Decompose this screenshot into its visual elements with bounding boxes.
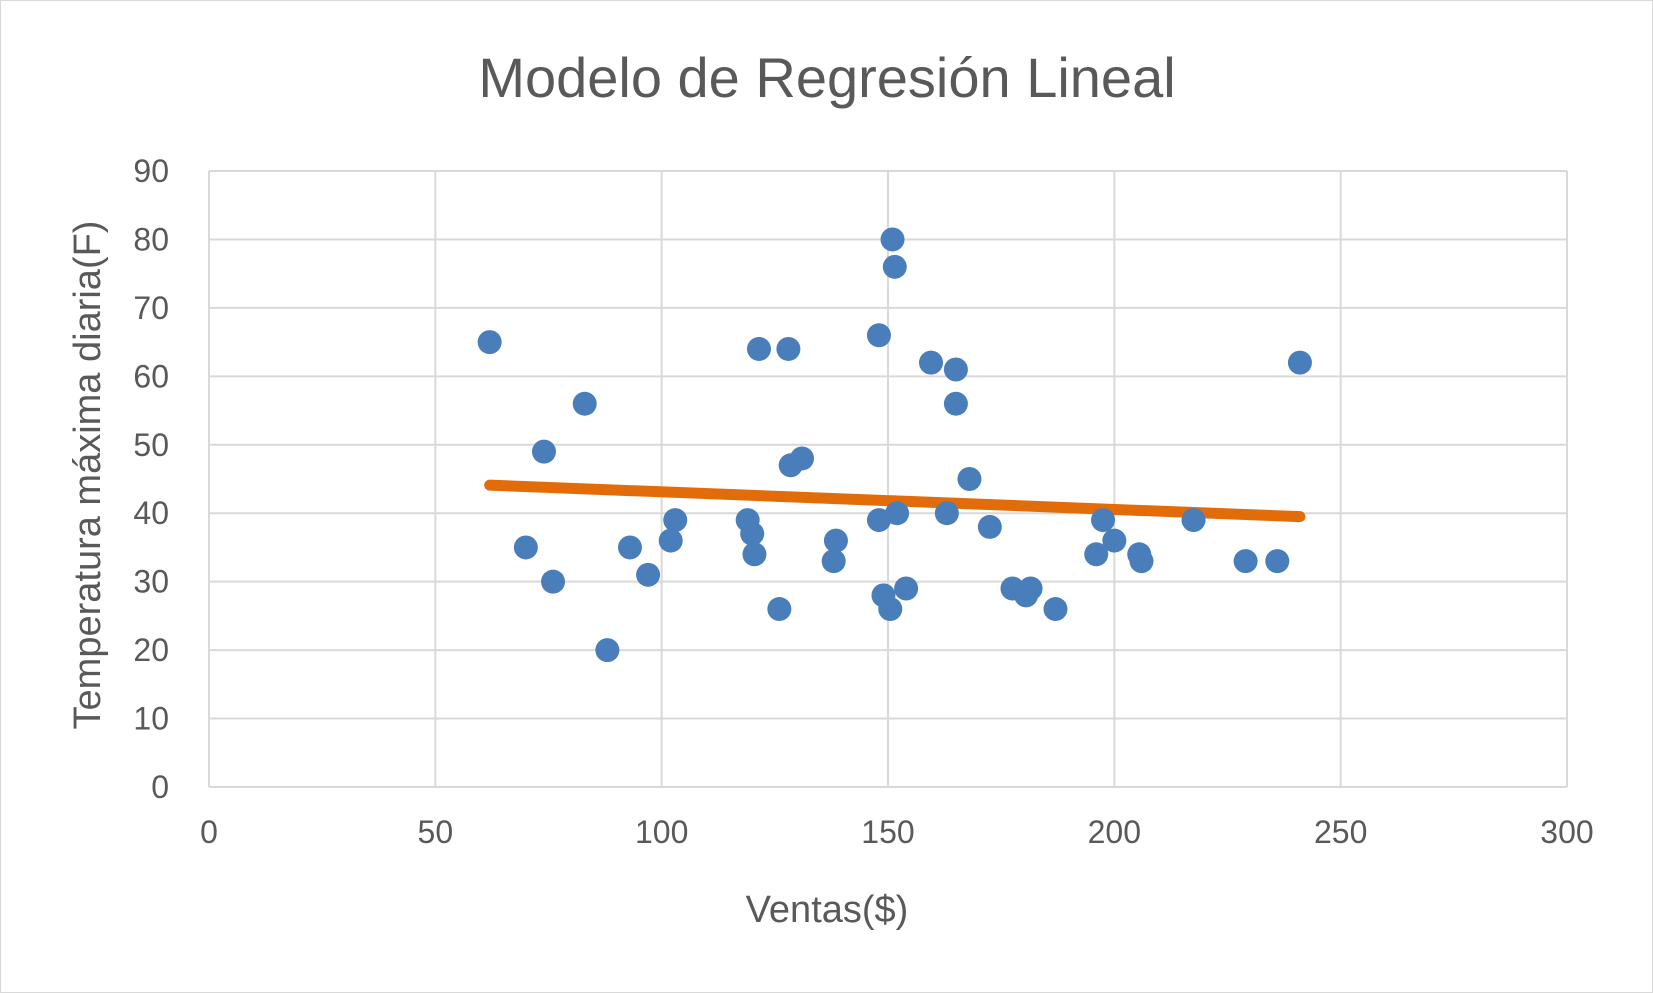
data-point xyxy=(1091,508,1116,533)
x-tick-label: 200 xyxy=(1088,814,1141,850)
y-tick-label: 30 xyxy=(133,564,169,600)
y-tick-label: 50 xyxy=(133,427,169,463)
data-point xyxy=(880,227,905,252)
data-point xyxy=(776,336,801,361)
data-points xyxy=(477,227,1312,663)
data-point xyxy=(789,446,814,471)
data-point xyxy=(943,357,968,382)
data-point xyxy=(882,254,907,279)
x-tick-label: 300 xyxy=(1540,814,1593,850)
y-tick-label: 40 xyxy=(133,495,169,531)
x-tick-label: 150 xyxy=(861,814,914,850)
data-point xyxy=(878,597,903,622)
y-axis-label: Temperatura máxima diaria(F) xyxy=(67,221,109,730)
y-tick-label: 90 xyxy=(133,153,169,189)
x-tick-label: 100 xyxy=(635,814,688,850)
data-point xyxy=(572,391,597,416)
data-point xyxy=(477,330,502,355)
data-point xyxy=(919,350,944,375)
data-point xyxy=(617,535,642,560)
data-point xyxy=(977,514,1002,539)
y-tick-label: 60 xyxy=(133,358,169,394)
y-tick-label: 20 xyxy=(133,632,169,668)
data-point xyxy=(1265,549,1290,574)
regression-line xyxy=(484,479,1306,523)
data-point xyxy=(1181,508,1206,533)
x-tick-label: 50 xyxy=(418,814,454,850)
data-point xyxy=(866,323,891,348)
data-point xyxy=(746,336,771,361)
data-point xyxy=(1018,576,1043,601)
data-point xyxy=(658,528,683,553)
data-point xyxy=(934,501,959,526)
data-point xyxy=(1287,350,1312,375)
data-point xyxy=(1233,549,1258,574)
y-tick-label: 70 xyxy=(133,290,169,326)
x-tick-label: 0 xyxy=(200,814,218,850)
data-point xyxy=(885,501,910,526)
data-point xyxy=(894,576,919,601)
data-point xyxy=(823,528,848,553)
data-point xyxy=(541,569,566,594)
y-axis-ticks: 0 10 20 30 40 50 60 70 80 90 xyxy=(133,153,169,805)
data-point xyxy=(1102,528,1127,553)
data-point xyxy=(866,508,891,533)
data-point xyxy=(531,439,556,464)
y-tick-label: 80 xyxy=(133,221,169,257)
data-point xyxy=(821,549,846,574)
chart-title: Modelo de Regresión Lineal xyxy=(478,46,1175,109)
data-point xyxy=(1084,542,1109,567)
y-tick-label: 0 xyxy=(151,769,169,805)
data-point xyxy=(513,535,538,560)
data-point xyxy=(742,542,767,567)
x-tick-label: 250 xyxy=(1314,814,1367,850)
data-point xyxy=(1129,549,1154,574)
data-point xyxy=(740,521,765,546)
data-point xyxy=(957,467,982,491)
y-tick-label: 10 xyxy=(133,701,169,737)
data-point xyxy=(595,638,620,663)
x-axis-ticks: 0 50 100 150 200 250 300 xyxy=(200,814,1594,850)
data-point xyxy=(943,391,968,416)
data-point xyxy=(1043,597,1068,622)
data-point xyxy=(663,508,688,533)
x-axis-label: Ventas($) xyxy=(746,889,909,931)
data-point xyxy=(636,562,661,587)
data-point xyxy=(767,597,792,622)
